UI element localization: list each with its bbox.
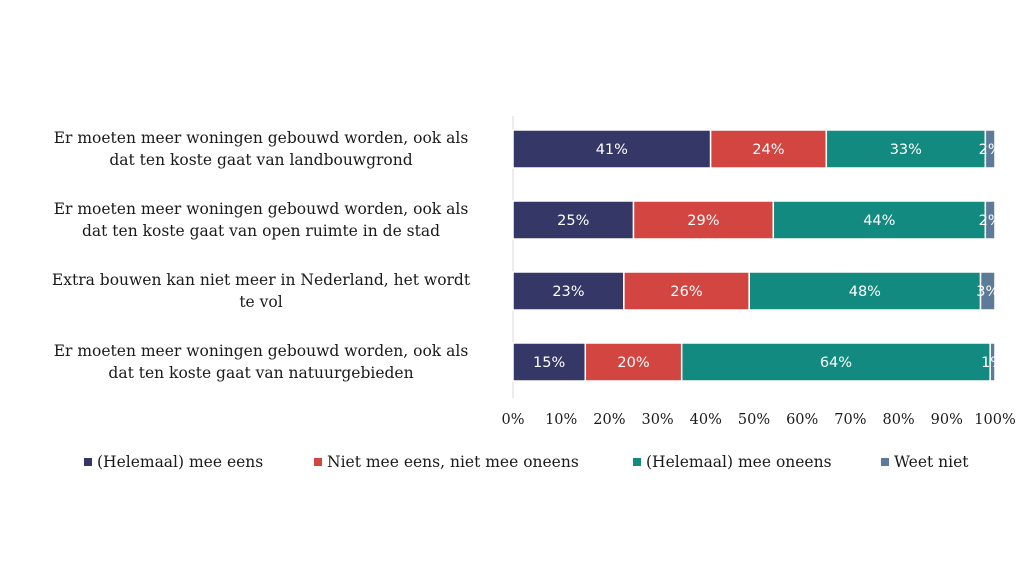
x-tick-label: 90% xyxy=(931,412,963,428)
category-label: Er moeten meer woningen gebouwd worden, … xyxy=(54,200,469,218)
category-label: dat ten koste gaat van open ruimte in de… xyxy=(82,222,440,240)
category-label: Er moeten meer woningen gebouwd worden, … xyxy=(54,129,469,147)
data-label: 44% xyxy=(863,213,895,229)
category-label: te vol xyxy=(239,293,282,311)
category-label: dat ten koste gaat van landbouwgrond xyxy=(109,151,412,169)
data-label: 15% xyxy=(533,355,565,371)
bar-segment xyxy=(709,129,828,169)
data-label: 2% xyxy=(979,213,1002,229)
bar-segment xyxy=(623,271,750,311)
x-tick-label: 20% xyxy=(593,412,625,428)
bar-segment xyxy=(825,129,987,169)
data-label: 1% xyxy=(981,355,1004,371)
bar-segment xyxy=(512,271,625,311)
data-label: 48% xyxy=(849,284,881,300)
data-label: 20% xyxy=(617,355,649,371)
legend-swatch xyxy=(633,458,641,466)
bar-segment xyxy=(989,342,996,382)
category-label: Extra bouwen kan niet meer in Nederland,… xyxy=(52,271,471,289)
x-tick-label: 0% xyxy=(501,412,524,428)
data-label: 29% xyxy=(687,213,719,229)
x-tick-label: 100% xyxy=(974,412,1015,428)
x-tick-label: 40% xyxy=(690,412,722,428)
x-tick-label: 30% xyxy=(641,412,673,428)
legend-swatch xyxy=(881,458,889,466)
x-tick-label: 80% xyxy=(882,412,914,428)
data-label: 41% xyxy=(596,142,628,158)
bar-segment xyxy=(984,129,996,169)
bar-segment xyxy=(680,342,991,382)
bar-segment xyxy=(748,271,982,311)
bar-segment xyxy=(512,200,635,240)
legend-label: Niet mee eens, niet mee oneens xyxy=(327,453,579,471)
x-tick-label: 60% xyxy=(786,412,818,428)
legend-swatch xyxy=(314,458,322,466)
x-tick-label: 50% xyxy=(738,412,770,428)
data-label: 23% xyxy=(552,284,584,300)
data-label: 64% xyxy=(820,355,852,371)
bar-segment xyxy=(584,342,683,382)
bar-segment xyxy=(512,342,587,382)
bar-segment xyxy=(632,200,775,240)
bar-segment xyxy=(979,271,996,311)
data-label: 25% xyxy=(557,213,589,229)
data-label: 2% xyxy=(979,142,1002,158)
legend-label: Weet niet xyxy=(894,453,969,471)
category-label: Er moeten meer woningen gebouwd worden, … xyxy=(54,342,469,360)
data-label: 3% xyxy=(976,284,999,300)
bar-segment xyxy=(984,200,996,240)
bar-segment xyxy=(772,200,987,240)
data-label: 33% xyxy=(890,142,922,158)
data-label: 24% xyxy=(752,142,784,158)
x-tick-label: 70% xyxy=(834,412,866,428)
data-label: 26% xyxy=(670,284,702,300)
legend-label: (Helemaal) mee oneens xyxy=(646,453,832,471)
legend-label: (Helemaal) mee eens xyxy=(97,453,263,471)
legend-swatch xyxy=(84,458,92,466)
category-label: dat ten koste gaat van natuurgebieden xyxy=(108,364,413,382)
x-tick-label: 10% xyxy=(545,412,577,428)
